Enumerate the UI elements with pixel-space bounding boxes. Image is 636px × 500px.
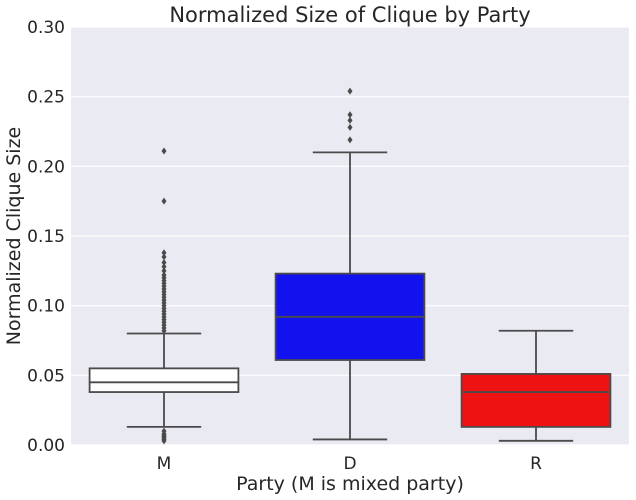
outlier-point (161, 437, 167, 445)
outlier-point (347, 111, 353, 119)
box-body (88, 367, 240, 393)
x-tick-label: R (530, 454, 542, 474)
boxes-layer (88, 87, 612, 445)
outlier-point (161, 267, 167, 275)
box-body (460, 373, 612, 428)
y-tick-label: 0.20 (27, 157, 65, 177)
x-tick-label: M (157, 454, 172, 474)
x-axis-label: Party (M is mixed party) (236, 473, 464, 495)
outlier-point (161, 258, 167, 266)
outlier-point (161, 197, 167, 205)
outlier-point (347, 87, 353, 95)
y-tick-label: 0.15 (27, 227, 65, 247)
outlier-point (347, 123, 353, 131)
chart-title: Normalized Size of Clique by Party (169, 3, 530, 27)
y-tick-label: 0.25 (27, 88, 65, 108)
y-axis-label: Normalized Clique Size (3, 127, 25, 345)
box-R (460, 329, 612, 442)
outlier-point (161, 263, 167, 271)
y-tick-label: 0.00 (27, 436, 65, 456)
outlier-point (161, 327, 167, 335)
outlier-point (161, 253, 167, 261)
outlier-point (347, 136, 353, 144)
box-D (274, 87, 426, 441)
y-tick-labels: 0.00 0.05 0.10 0.15 0.20 0.25 0.30 (27, 18, 65, 456)
y-tick-label: 0.30 (27, 18, 65, 38)
y-tick-label: 0.05 (27, 366, 65, 386)
outlier-point (161, 249, 167, 257)
box-M (88, 147, 240, 445)
y-tick-label: 0.10 (27, 297, 65, 317)
outlier-point (161, 147, 167, 155)
outlier-point (347, 116, 353, 124)
x-tick-label: D (343, 454, 356, 474)
